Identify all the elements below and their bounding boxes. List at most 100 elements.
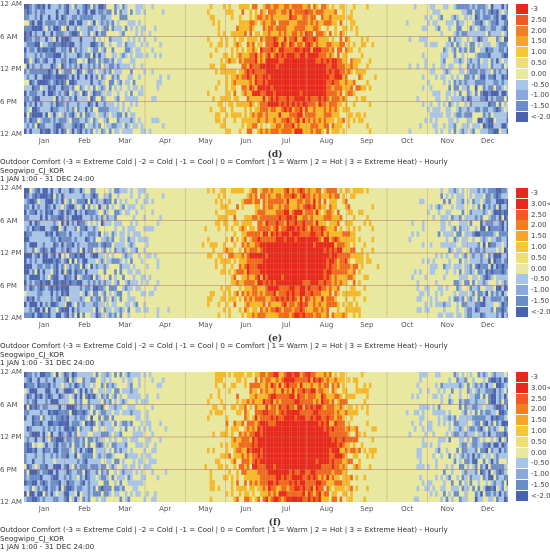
heat-cell — [316, 253, 319, 258]
heat-cell — [43, 4, 46, 9]
heat-cell — [279, 193, 282, 198]
heat-cell — [85, 280, 88, 285]
heat-cell — [480, 280, 483, 285]
heat-cell — [287, 9, 290, 14]
heat-cell — [127, 286, 130, 291]
heat-cell — [279, 302, 282, 307]
heat-cell — [268, 302, 271, 307]
heat-cell — [501, 80, 504, 85]
heat-cell — [422, 291, 425, 296]
heat-cell — [310, 210, 313, 215]
heat-cell — [292, 26, 295, 31]
heat-cell — [350, 269, 353, 274]
heat-cell — [281, 199, 284, 204]
heat-cell — [478, 199, 481, 204]
heat-cell — [133, 80, 136, 85]
heat-cell — [318, 118, 321, 123]
heat-cell — [485, 112, 488, 117]
heat-cell — [493, 221, 496, 226]
heat-cell — [69, 296, 72, 301]
heat-cell — [43, 112, 46, 117]
heat-cell — [276, 85, 279, 90]
heat-cell — [244, 231, 247, 236]
heat-cell — [53, 107, 56, 112]
heat-cell — [48, 313, 51, 318]
heat-cell — [104, 112, 107, 117]
heat-cell — [504, 129, 507, 134]
heat-cell — [485, 69, 488, 74]
heat-cell — [109, 37, 112, 42]
heat-cell — [462, 20, 465, 25]
heat-cell — [85, 253, 88, 258]
heat-cell — [268, 226, 271, 231]
heat-cell — [130, 258, 133, 263]
heat-cell — [297, 58, 300, 63]
heat-cell — [287, 47, 290, 52]
heat-cell — [289, 123, 292, 128]
heat-cell — [96, 226, 99, 231]
heat-cell — [475, 226, 478, 231]
heat-cell — [456, 302, 459, 307]
heat-cell — [244, 307, 247, 312]
heat-cell — [467, 231, 470, 236]
heat-cell — [326, 9, 329, 14]
heat-cell — [125, 210, 128, 215]
heat-cell — [348, 269, 351, 274]
heat-cell — [300, 275, 303, 280]
heat-cell — [318, 31, 321, 36]
heat-cell — [88, 31, 91, 36]
heat-cell — [310, 53, 313, 58]
heat-cell — [324, 118, 327, 123]
heat-cell — [61, 91, 64, 96]
heat-cell — [318, 302, 321, 307]
heat-cell — [143, 237, 146, 242]
heat-cell — [313, 26, 316, 31]
heat-cell — [122, 107, 125, 112]
heat-cell — [32, 85, 35, 90]
heat-cell — [340, 37, 343, 42]
heat-cell — [48, 296, 51, 301]
heat-cell — [488, 286, 491, 291]
heat-cell — [353, 102, 356, 107]
heat-cell — [88, 275, 91, 280]
heat-cell — [106, 296, 109, 301]
heat-cell — [231, 237, 234, 242]
heat-cell — [302, 264, 305, 269]
heat-cell — [361, 37, 364, 42]
heat-cell — [133, 112, 136, 117]
heat-cell — [345, 107, 348, 112]
heat-cell — [504, 31, 507, 36]
heat-cell — [287, 296, 290, 301]
heat-cell — [43, 269, 46, 274]
heat-cell — [483, 69, 486, 74]
heat-cell — [263, 215, 266, 220]
heat-cell — [43, 74, 46, 79]
heat-cell — [337, 15, 340, 20]
heat-cell — [279, 91, 282, 96]
heat-cell — [493, 242, 496, 247]
heat-cell — [334, 129, 337, 134]
heat-cell — [24, 296, 27, 301]
heat-cell — [276, 47, 279, 52]
heat-cell — [252, 231, 255, 236]
heat-cell — [443, 302, 446, 307]
heat-cell — [24, 53, 27, 58]
heat-cell — [483, 264, 486, 269]
heat-cell — [467, 199, 470, 204]
heat-cell — [318, 291, 321, 296]
heat-cell — [58, 102, 61, 107]
heat-cell — [302, 258, 305, 263]
heat-cell — [27, 221, 30, 226]
heat-cell — [297, 74, 300, 79]
heat-cell — [284, 269, 287, 274]
heat-cell — [462, 47, 465, 52]
heat-cell — [130, 193, 133, 198]
heat-cell — [496, 188, 499, 193]
heat-cell — [51, 302, 54, 307]
heat-cell — [226, 91, 229, 96]
heat-cell — [302, 226, 305, 231]
heat-cell — [143, 188, 146, 193]
heat-cell — [342, 129, 345, 134]
heat-cell — [80, 26, 83, 31]
heat-cell — [90, 280, 93, 285]
